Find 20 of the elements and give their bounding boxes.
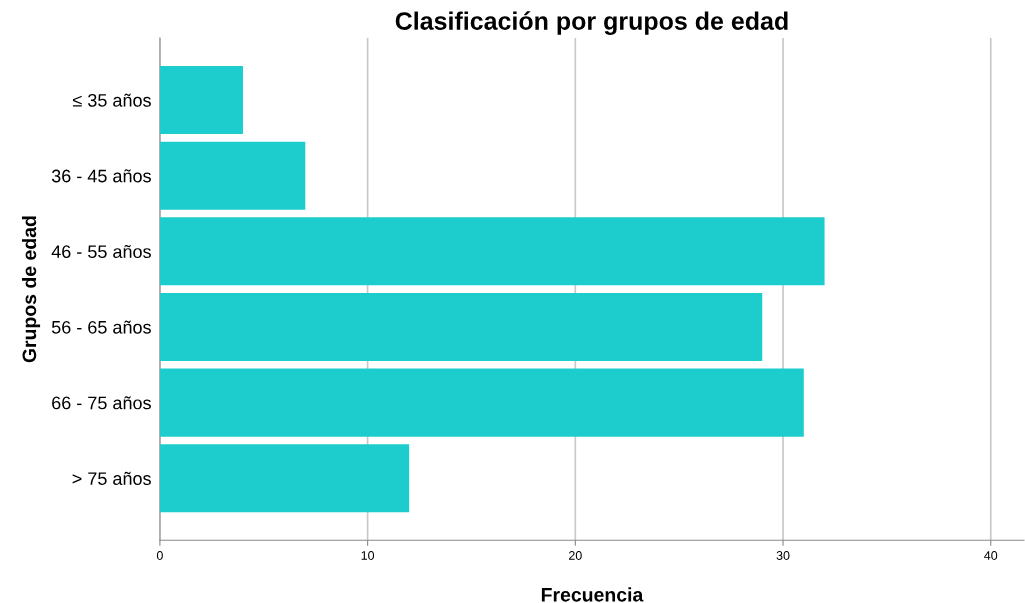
y-tick-label: 46 - 55 años	[51, 244, 151, 259]
bar	[159, 368, 804, 437]
x-axis-title: Frecuencia	[541, 587, 644, 602]
x-tick-label: 40	[984, 551, 998, 560]
y-tick-label: 56 - 65 años	[51, 320, 151, 334]
x-tick-label: 10	[361, 551, 375, 560]
bar	[159, 141, 306, 210]
y-tick-label: 66 - 75 años	[52, 396, 151, 410]
bar	[159, 292, 763, 361]
bar	[159, 444, 410, 513]
y-axis-title: Grupos de edad	[21, 216, 41, 363]
x-tick-label: 30	[776, 551, 790, 560]
x-tick-label: 20	[569, 551, 582, 560]
chart-title: Clasificación por grupos de edad	[395, 11, 788, 35]
bar	[159, 217, 825, 286]
y-tick-label: 36 - 45 años	[51, 169, 151, 183]
bar	[159, 65, 243, 135]
y-tick-label: > 75 años	[72, 471, 151, 485]
x-tick-label: 0	[156, 551, 163, 560]
y-tick-label: ≤ 35 años	[72, 93, 151, 107]
